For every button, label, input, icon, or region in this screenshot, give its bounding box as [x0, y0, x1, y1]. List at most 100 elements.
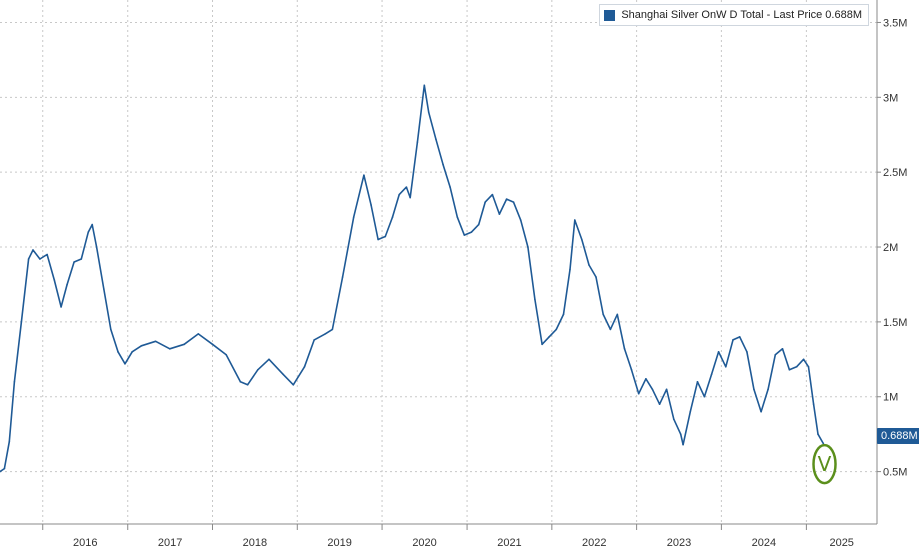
data-point: [384, 235, 387, 238]
data-point: [352, 216, 355, 218]
data-point: [562, 313, 565, 316]
data-point: [595, 276, 597, 278]
x-tick-label: 2016: [73, 537, 97, 549]
grid-lines: [0, 0, 881, 530]
data-point: [616, 313, 619, 316]
annotation-label: V: [818, 452, 832, 476]
data-point: [665, 388, 668, 391]
data-point: [725, 366, 727, 368]
x-tick-labels: 2016 2017 2018 2019 2020 2021 2022 2023 2024 2025: [73, 537, 854, 549]
data-point: [324, 333, 326, 335]
data-point: [211, 343, 214, 346]
data-point: [456, 216, 459, 218]
data-point: [732, 339, 734, 341]
data-point: [512, 201, 515, 203]
annotation-layer: V: [812, 443, 837, 485]
data-point: [73, 261, 75, 263]
data-point: [807, 366, 810, 368]
data-point: [679, 433, 682, 435]
data-point: [645, 377, 647, 380]
data-point: [27, 258, 30, 260]
data-point: [689, 410, 692, 413]
data-point: [753, 388, 755, 391]
data-point: [32, 249, 34, 251]
data-point: [268, 358, 270, 361]
data-point: [498, 213, 501, 215]
data-point: [435, 138, 437, 141]
data-point: [103, 288, 105, 290]
data-point: [630, 368, 633, 371]
data-point: [658, 403, 661, 406]
data-point: [710, 373, 713, 376]
data-point: [760, 410, 762, 413]
data-point: [812, 403, 815, 406]
data-point: [442, 163, 444, 166]
data-point: [802, 358, 805, 361]
data-point: [246, 383, 249, 386]
data-point: [313, 339, 316, 341]
data-point: [154, 340, 157, 343]
data-point: [534, 298, 536, 301]
y-tick-label: 1.5M: [883, 317, 907, 329]
annotation-circle: [812, 443, 837, 485]
data-point: [109, 328, 112, 331]
data-point: [637, 392, 640, 395]
data-point: [257, 368, 259, 371]
data-point: [581, 238, 583, 241]
data-point: [822, 442, 825, 445]
data-point: [13, 380, 16, 383]
data-point: [672, 418, 675, 421]
data-point: [46, 253, 48, 256]
series-line: [0, 84, 824, 473]
data-point: [405, 186, 408, 188]
data-point: [788, 368, 791, 371]
x-tick-label: 2017: [158, 537, 182, 549]
data-point: [817, 433, 819, 435]
y-tick-labels: 0.5M 1M 1.5M 2M 2.5M 3M 3.5M: [883, 17, 907, 478]
data-point: [505, 198, 508, 200]
x-tick-label: 2025: [829, 537, 853, 549]
data-point: [117, 351, 119, 353]
x-tick-label: 2019: [327, 537, 351, 549]
data-point: [696, 380, 699, 383]
data-point: [87, 231, 90, 233]
data-point: [66, 283, 68, 286]
data-point: [781, 348, 784, 350]
data-point: [588, 264, 590, 266]
data-point: [0, 470, 1, 473]
data-point: [409, 196, 411, 199]
data-point: [651, 388, 654, 391]
data-point: [363, 174, 365, 176]
data-point: [239, 380, 242, 383]
data-point: [197, 333, 200, 335]
data-point: [91, 223, 94, 226]
data-point: [60, 306, 62, 308]
data-point: [391, 216, 394, 218]
y-tick-label: 0.5M: [883, 467, 907, 479]
data-point: [569, 268, 571, 271]
data-point: [282, 373, 284, 376]
y-tick-label: 3M: [883, 92, 898, 104]
data-point: [555, 328, 558, 331]
data-point: [377, 238, 379, 241]
x-tick-label: 2023: [667, 537, 691, 549]
data-point: [609, 328, 612, 331]
data-point: [774, 354, 777, 356]
data-point: [398, 193, 401, 196]
data-point: [95, 246, 98, 248]
data-point: [331, 328, 334, 331]
data-point: [491, 193, 494, 196]
legend-label: Shanghai Silver OnW D Total - Last Price…: [621, 9, 862, 21]
data-point: [527, 246, 529, 248]
data-point: [548, 336, 550, 338]
data-point: [140, 345, 143, 347]
data-point: [795, 366, 798, 368]
x-tick-label: 2022: [582, 537, 606, 549]
data-point: [39, 258, 41, 260]
data-point: [370, 204, 372, 206]
data-point: [767, 388, 769, 391]
data-point: [470, 231, 473, 233]
y-tick-label: 2.5M: [883, 167, 907, 179]
data-point: [463, 234, 466, 236]
